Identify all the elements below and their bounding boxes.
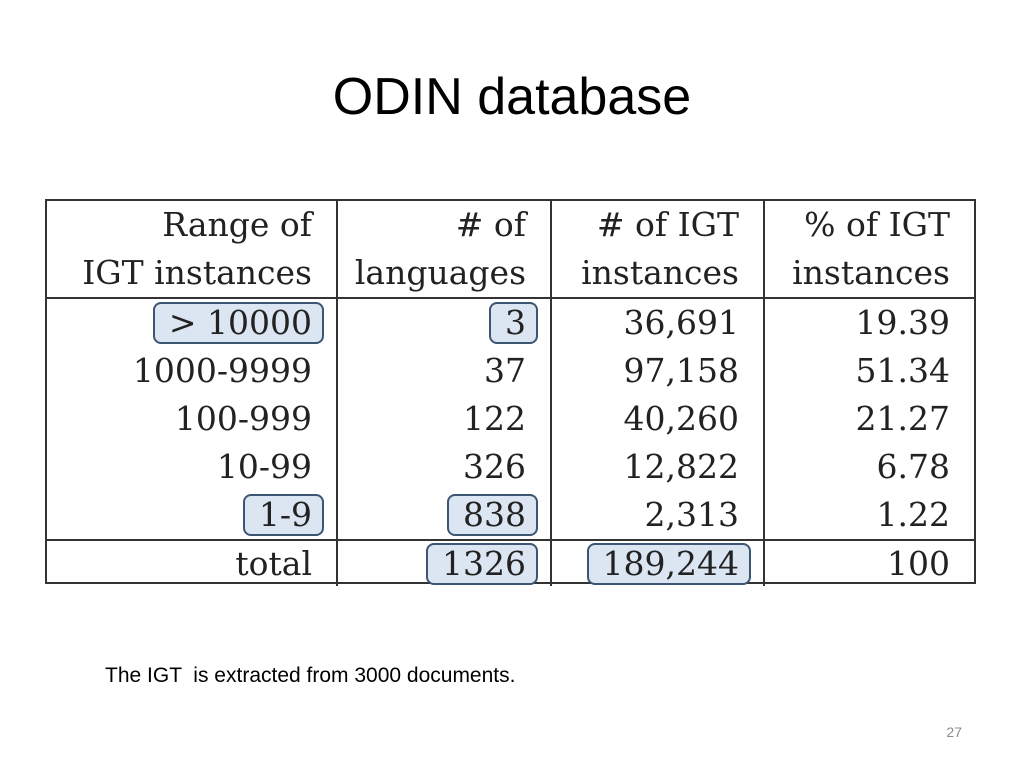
highlight-box: 838 — [447, 494, 538, 536]
range-cell: 1-9 — [47, 491, 337, 540]
igt-count-cell: 36,691 — [550, 298, 764, 347]
igt-percent-cell: 51.34 — [763, 347, 974, 395]
total-igt-percent-cell: 100 — [763, 539, 974, 586]
highlight-box: 189,244 — [586, 543, 751, 585]
header-igt-percent-line1: % of IGT — [763, 201, 974, 249]
header-range-line2: IGT instances — [47, 249, 337, 299]
table-row: 10-99 326 12,822 6.78 — [47, 443, 974, 491]
highlight-box: 1326 — [426, 543, 538, 585]
table-row: 100-999 122 40,260 21.27 — [47, 395, 974, 443]
igt-statistics-table: Range of # of # of IGT % of IGT IGT inst… — [45, 199, 976, 586]
table-row: 1-9 838 2,313 1.22 — [47, 491, 974, 540]
highlight-box: 3 — [489, 302, 538, 344]
highlight-box: 1-9 — [242, 494, 324, 536]
range-cell: 1000-9999 — [132, 351, 312, 390]
table-total: total 1326 189,244 100 — [47, 539, 974, 586]
slide-caption: The IGT is extracted from 3000 documents… — [105, 664, 516, 687]
header-languages-line1: # of — [336, 201, 551, 249]
highlight-box: > 10000 — [152, 302, 324, 344]
total-label-cell: total — [47, 539, 337, 586]
header-igt-count-line2: instances — [550, 249, 764, 299]
igt-percent-cell: 1.22 — [763, 491, 974, 540]
total-igt-count-cell: 189,244 — [550, 539, 764, 586]
languages-cell: 326 — [336, 443, 551, 491]
languages-cell: 3 — [336, 298, 551, 347]
range-cell: > 10000 — [47, 298, 337, 347]
igt-percent-cell: 6.78 — [763, 443, 974, 491]
igt-count-cell: 40,260 — [550, 395, 764, 443]
total-languages-cell: 1326 — [336, 539, 551, 586]
table-body: > 10000 3 36,691 19.39 1000-9999 37 97,1… — [47, 298, 974, 540]
range-cell: 100-999 — [174, 399, 312, 438]
languages-cell: 37 — [336, 347, 551, 395]
igt-count-cell: 12,822 — [550, 443, 764, 491]
igt-percent-cell: 21.27 — [763, 395, 974, 443]
languages-cell: 838 — [336, 491, 551, 540]
igt-count-cell: 2,313 — [550, 491, 764, 540]
header-range-line1: Range of — [162, 205, 312, 244]
igt-count-cell: 97,158 — [550, 347, 764, 395]
header-igt-percent-line2: instances — [763, 249, 974, 299]
header-igt-count-line1: # of IGT — [550, 201, 764, 249]
table-row: 1000-9999 37 97,158 51.34 — [47, 347, 974, 395]
languages-cell: 122 — [336, 395, 551, 443]
range-cell: 10-99 — [216, 447, 312, 486]
table-row: > 10000 3 36,691 19.39 — [47, 298, 974, 347]
data-table: Range of # of # of IGT % of IGT IGT inst… — [47, 201, 974, 586]
slide-title: ODIN database — [332, 68, 692, 126]
table-header: Range of # of # of IGT % of IGT IGT inst… — [47, 201, 974, 299]
total-row: total 1326 189,244 100 — [47, 539, 974, 586]
header-languages-line2: languages — [336, 249, 551, 299]
page-number: 27 — [946, 724, 962, 740]
igt-percent-cell: 19.39 — [763, 298, 974, 347]
